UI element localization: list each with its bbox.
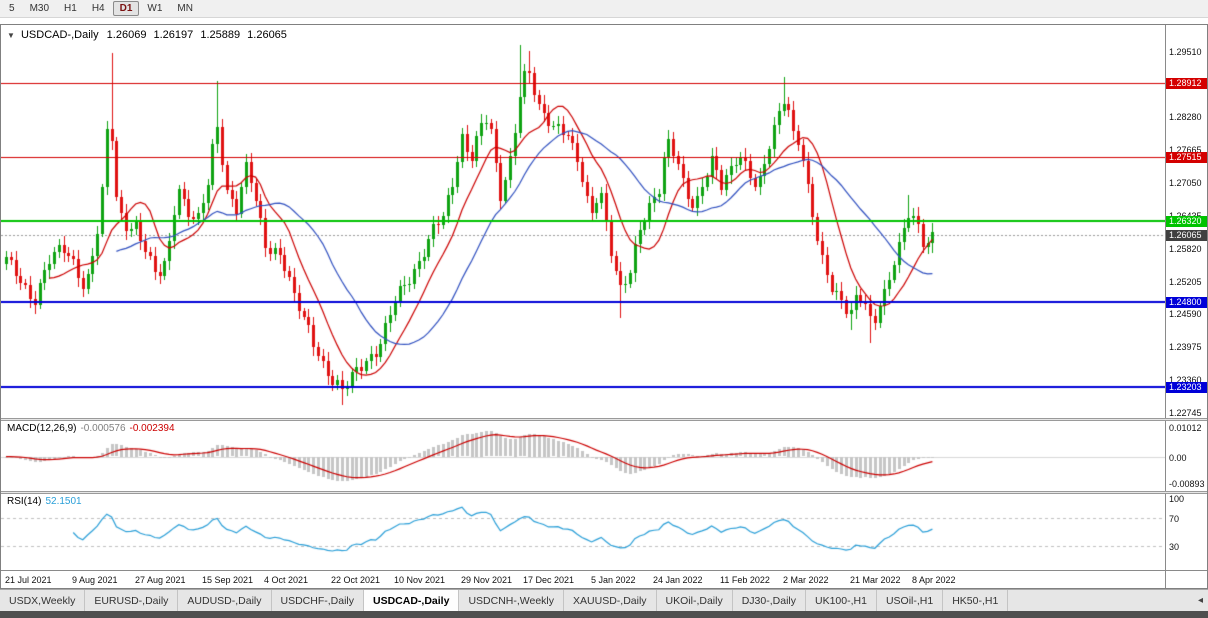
timeframe-toolbar: 5 M30 H1 H4 D1 W1 MN bbox=[0, 0, 1208, 18]
rsi-label: RSI(14) 52.1501 bbox=[7, 496, 82, 507]
date-label: 29 Nov 2021 bbox=[461, 575, 513, 585]
date-label: 10 Nov 2021 bbox=[394, 575, 446, 585]
chart-tab-hk50-h1[interactable]: HK50-,H1 bbox=[943, 590, 1009, 611]
macd-axis-label: 0.00 bbox=[1169, 453, 1187, 463]
price-tick-label: 1.27050 bbox=[1169, 178, 1202, 188]
price-level-tag: 1.24800 bbox=[1166, 297, 1207, 308]
macd-axis[interactable]: 0.01012 0.00 -0.00893 bbox=[1165, 421, 1207, 491]
axis-corner bbox=[1165, 571, 1207, 588]
chart-title: ▼ USDCAD-,Daily 1.26069 1.26197 1.25889 … bbox=[7, 29, 287, 41]
price-tick-label: 1.24590 bbox=[1169, 309, 1202, 319]
chart-tab-xauusd-daily[interactable]: XAUUSD-,Daily bbox=[564, 590, 657, 611]
date-label: 11 Feb 2022 bbox=[720, 575, 770, 585]
chart-tab-eurusd-daily[interactable]: EURUSD-,Daily bbox=[85, 590, 179, 611]
rsi-axis[interactable]: 100 70 30 bbox=[1165, 494, 1207, 570]
date-label: 21 Jul 2021 bbox=[5, 575, 52, 585]
chart-window: ▼ USDCAD-,Daily 1.26069 1.26197 1.25889 … bbox=[0, 24, 1208, 589]
price-axis[interactable]: 1.295101.288951.282801.276651.270501.264… bbox=[1165, 25, 1207, 418]
one-click-trading-toggle[interactable]: ▼ bbox=[7, 31, 15, 40]
chart-tab-usdcad-daily[interactable]: USDCAD-,Daily bbox=[364, 590, 460, 611]
date-label: 17 Dec 2021 bbox=[523, 575, 575, 585]
date-label: 9 Aug 2021 bbox=[72, 575, 118, 585]
chart-tab-usoil-h1[interactable]: USOil-,H1 bbox=[877, 590, 944, 611]
date-label: 21 Mar 2022 bbox=[850, 575, 901, 585]
chart-tab-audusd-daily[interactable]: AUDUSD-,Daily bbox=[178, 590, 272, 611]
timeframe-button-h1[interactable]: H1 bbox=[64, 3, 77, 14]
price-tick-label: 1.25205 bbox=[1169, 277, 1202, 287]
price-tick-label: 1.23975 bbox=[1169, 342, 1202, 352]
pane-splitter[interactable] bbox=[1, 418, 1207, 421]
macd-canvas[interactable] bbox=[1, 421, 1165, 491]
price-tick-label: 1.25820 bbox=[1169, 244, 1202, 254]
chart-tab-ukoil-daily[interactable]: UKOil-,Daily bbox=[657, 590, 733, 611]
chart-tab-uk100-h1[interactable]: UK100-,H1 bbox=[806, 590, 877, 611]
rsi-axis-label: 100 bbox=[1169, 494, 1185, 504]
chart-tabs-bar: USDX,Weekly EURUSD-,Daily AUDUSD-,Daily USD… bbox=[0, 589, 1208, 611]
timeframe-button-h4[interactable]: H4 bbox=[91, 3, 105, 14]
chart-tab-usdcnh-weekly[interactable]: USDCNH-,Weekly bbox=[459, 590, 565, 611]
ohlc-open: 1.26069 bbox=[106, 29, 147, 41]
price-tick-label: 1.27665 bbox=[1169, 145, 1202, 155]
date-label: 8 Apr 2022 bbox=[912, 575, 956, 585]
rsi-axis-label: 30 bbox=[1169, 542, 1180, 552]
price-tick-label: 1.28280 bbox=[1169, 112, 1202, 122]
macd-name: MACD(12,26,9) bbox=[7, 423, 77, 434]
macd-signal-value: -0.002394 bbox=[129, 423, 175, 434]
timeframe-button-m30[interactable]: M30 bbox=[29, 3, 50, 14]
ohlc-close: 1.26065 bbox=[247, 29, 287, 41]
rsi-canvas[interactable] bbox=[1, 494, 1165, 570]
date-label: 5 Jan 2022 bbox=[591, 575, 636, 585]
chart-symbol-label: USDCAD-,Daily bbox=[20, 29, 99, 41]
macd-axis-label: 0.01012 bbox=[1169, 423, 1202, 433]
timeframe-button-w1[interactable]: W1 bbox=[147, 3, 163, 14]
macd-label: MACD(12,26,9) -0.000576 -0.002394 bbox=[7, 423, 175, 434]
price-tick-label: 1.22745 bbox=[1169, 408, 1202, 418]
timeframe-button-mn[interactable]: MN bbox=[177, 3, 193, 14]
macd-pane: MACD(12,26,9) -0.000576 -0.002394 0.01012 0… bbox=[1, 421, 1207, 491]
ohlc-high: 1.26197 bbox=[153, 29, 194, 41]
macd-main-value: -0.000576 bbox=[80, 423, 126, 434]
chart-tab-usdx-weekly[interactable]: USDX,Weekly bbox=[0, 590, 86, 611]
price-pane: ▼ USDCAD-,Daily 1.26069 1.26197 1.25889 … bbox=[1, 25, 1207, 418]
price-chart-canvas[interactable] bbox=[1, 25, 1165, 418]
timeframe-button-5[interactable]: 5 bbox=[9, 3, 15, 14]
price-level-tag: 1.26320 bbox=[1166, 216, 1207, 227]
current-price-tag: 1.26065 bbox=[1166, 230, 1207, 241]
price-tick-label: 1.29510 bbox=[1169, 47, 1202, 57]
date-label: 15 Sep 2021 bbox=[202, 575, 254, 585]
rsi-axis-label: 70 bbox=[1169, 514, 1180, 524]
macd-axis-label: -0.00893 bbox=[1169, 479, 1205, 489]
price-level-tag: 1.23203 bbox=[1166, 382, 1207, 393]
tabs-scroll-left-button[interactable]: ◂ bbox=[1197, 595, 1203, 606]
price-level-tag: 1.28912 bbox=[1166, 78, 1207, 89]
rsi-value: 52.1501 bbox=[45, 496, 82, 507]
pane-splitter[interactable] bbox=[1, 491, 1207, 494]
chart-tab-dj30-daily[interactable]: DJ30-,Daily bbox=[733, 590, 806, 611]
taskbar-edge bbox=[0, 611, 1208, 618]
time-axis[interactable]: 21 Jul 2021 9 Aug 2021 27 Aug 2021 15 Sep 2… bbox=[1, 570, 1207, 588]
chart-tab-usdchf-daily[interactable]: USDCHF-,Daily bbox=[272, 590, 365, 611]
price-tick-label: 1.23360 bbox=[1169, 375, 1202, 385]
rsi-pane: RSI(14) 52.1501 100 70 30 bbox=[1, 494, 1207, 570]
date-label: 4 Oct 2021 bbox=[264, 575, 309, 585]
ohlc-low: 1.25889 bbox=[200, 29, 241, 41]
rsi-name: RSI(14) bbox=[7, 496, 42, 507]
date-label: 27 Aug 2021 bbox=[135, 575, 186, 585]
date-label: 24 Jan 2022 bbox=[653, 575, 703, 585]
timeframe-button-d1[interactable]: D1 bbox=[112, 1, 140, 16]
date-label: 22 Oct 2021 bbox=[331, 575, 381, 585]
price-level-tag: 1.27515 bbox=[1166, 152, 1207, 163]
date-label: 2 Mar 2022 bbox=[783, 575, 829, 585]
